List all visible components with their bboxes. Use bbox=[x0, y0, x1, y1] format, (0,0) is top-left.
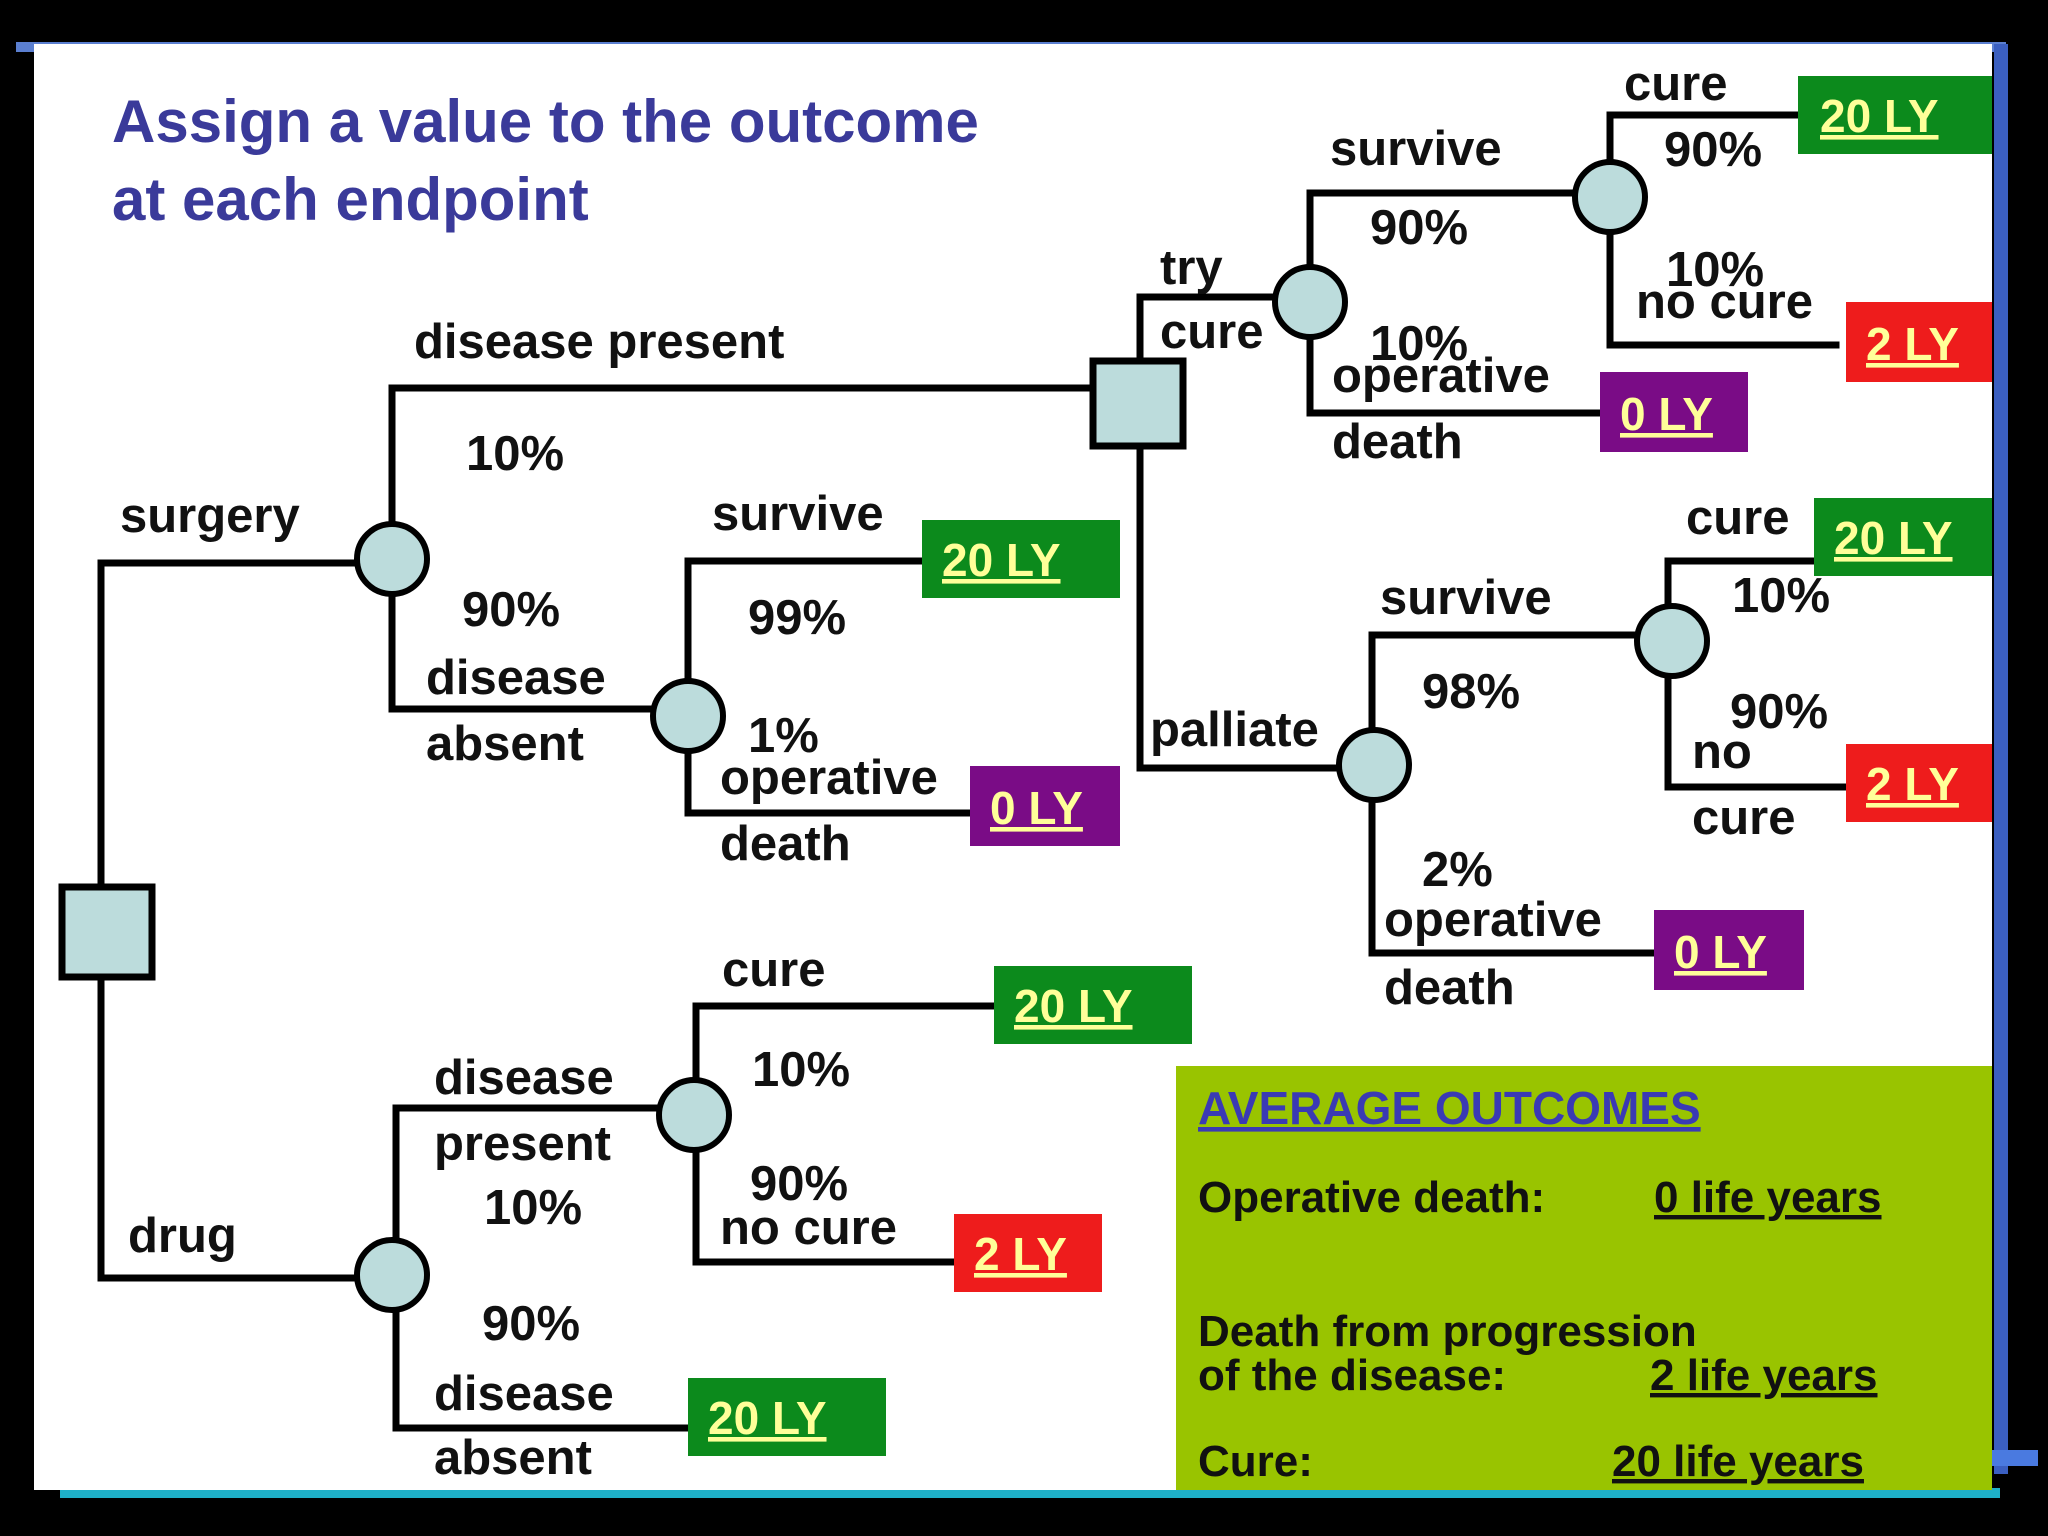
outcome-20ly-text: 20 LY bbox=[942, 534, 1061, 586]
outcome-0ly-text: 0 LY bbox=[990, 782, 1083, 834]
label-disease-present-drug-2: present bbox=[434, 1117, 611, 1171]
label-disease-present: disease present bbox=[414, 315, 784, 369]
root-decision-node[interactable] bbox=[58, 883, 156, 981]
label-prob-99: 99% bbox=[748, 591, 846, 645]
chance-node-cure-survive[interactable] bbox=[1572, 159, 1648, 235]
label-survive-cure: survive bbox=[1330, 122, 1502, 176]
average-outcomes-panel: AVERAGE OUTCOMES Operative death: 0 life… bbox=[1176, 1066, 1992, 1490]
label-disease-absent-1: disease bbox=[426, 651, 606, 705]
label-prob-90-cure: 90% bbox=[1664, 123, 1762, 177]
label-disease-present-drug-1: disease bbox=[434, 1051, 614, 1105]
label-cure-drug: cure bbox=[722, 943, 826, 997]
slide-bottom-accent bbox=[60, 1488, 2000, 1498]
outcome-cure-try[interactable]: 20 LY bbox=[1798, 76, 1992, 154]
outcome-absent-drug[interactable]: 20 LY bbox=[688, 1378, 886, 1456]
label-surgery: surgery bbox=[120, 489, 300, 543]
label-survive-surgery: survive bbox=[712, 487, 884, 541]
label-disease-absent-drug-2: absent bbox=[434, 1431, 592, 1485]
outcome-20ly-text: 20 LY bbox=[708, 1392, 827, 1444]
outcome-cure-drug[interactable]: 20 LY bbox=[994, 966, 1192, 1044]
outcome-0ly-text: 0 LY bbox=[1620, 388, 1713, 440]
slide-right-accent bbox=[1994, 44, 2008, 1474]
summary-operative-label: Operative death: bbox=[1198, 1173, 1545, 1222]
chance-node-palliate[interactable] bbox=[1336, 727, 1412, 803]
slide-title-line-2: at each endpoint bbox=[112, 166, 589, 233]
chance-node-drug-disease-present[interactable] bbox=[656, 1077, 732, 1153]
outcome-opdeath-try[interactable]: 0 LY bbox=[1600, 372, 1748, 452]
label-no-cure-drug: no cure bbox=[720, 1201, 897, 1255]
label-prob-10-cure-drug: 10% bbox=[752, 1043, 850, 1097]
chance-nodes bbox=[354, 159, 1710, 1313]
label-prob-10-drug: 10% bbox=[484, 1181, 582, 1235]
outcome-2ly-text: 2 LY bbox=[1866, 758, 1959, 810]
label-prob-90-survive: 90% bbox=[1370, 201, 1468, 255]
label-prob-1: 1% bbox=[748, 709, 819, 763]
chance-node-drug[interactable] bbox=[354, 1237, 430, 1313]
label-no-palliate: no bbox=[1692, 725, 1752, 779]
label-palliate: palliate bbox=[1150, 703, 1319, 757]
outcome-0ly-text: 0 LY bbox=[1674, 926, 1767, 978]
summary-progression-value: 2 life years bbox=[1650, 1351, 1878, 1400]
label-death-surgery: death bbox=[720, 817, 851, 871]
outcome-2ly-text: 2 LY bbox=[1866, 318, 1959, 370]
label-prob-10-opdeath: 10% bbox=[1370, 317, 1468, 371]
chance-node-try-cure[interactable] bbox=[1272, 264, 1348, 340]
slide-right-tab bbox=[1990, 1450, 2038, 1466]
outcome-survive-surgery[interactable]: 20 LY bbox=[922, 520, 1120, 598]
label-cure-palliate-2: cure bbox=[1692, 791, 1796, 845]
outcome-cure-palliate[interactable]: 20 LY bbox=[1814, 498, 1992, 576]
summary-cure-label: Cure: bbox=[1198, 1437, 1313, 1486]
summary-progression-label-2: of the disease: bbox=[1198, 1351, 1506, 1400]
label-prob-2: 2% bbox=[1422, 843, 1493, 897]
outcome-boxes: 20 LY 2 LY 0 LY 20 LY 0 LY 20 LY 2 LY 0 bbox=[688, 76, 1992, 1456]
slide-title-line-1: Assign a value to the outcome bbox=[112, 88, 979, 155]
label-prob-10-nocure: 10% bbox=[1666, 243, 1764, 297]
label-operative-surgery: operative bbox=[720, 751, 938, 805]
label-prob-10-cure-palliate: 10% bbox=[1732, 569, 1830, 623]
label-prob-90-absent: 90% bbox=[462, 583, 560, 637]
summary-operative-value: 0 life years bbox=[1654, 1173, 1882, 1222]
label-prob-90-nocure-drug: 90% bbox=[750, 1157, 848, 1211]
label-operative-palliate: operative bbox=[1384, 893, 1602, 947]
label-disease-absent-drug-1: disease bbox=[434, 1367, 614, 1421]
summary-progression-label-1: Death from progression bbox=[1198, 1307, 1697, 1356]
label-prob-98: 98% bbox=[1422, 665, 1520, 719]
label-no-cure-top: no cure bbox=[1636, 275, 1813, 329]
label-prob-90-nocure-palliate: 90% bbox=[1730, 685, 1828, 739]
label-try-cure: cure bbox=[1160, 305, 1264, 359]
outcome-20ly-text: 20 LY bbox=[1014, 980, 1133, 1032]
label-cure-top: cure bbox=[1624, 57, 1728, 111]
outcome-opdeath-palliate[interactable]: 0 LY bbox=[1654, 910, 1804, 990]
outcome-2ly-text: 2 LY bbox=[974, 1228, 1067, 1280]
label-drug: drug bbox=[128, 1209, 237, 1263]
outcome-nocure-palliate[interactable]: 2 LY bbox=[1846, 744, 1992, 822]
outcome-nocure-drug[interactable]: 2 LY bbox=[954, 1214, 1102, 1292]
summary-cure-value: 20 life years bbox=[1612, 1437, 1864, 1486]
chance-node-disease-absent[interactable] bbox=[650, 678, 726, 754]
label-death-cure: death bbox=[1332, 415, 1463, 469]
label-try: try bbox=[1160, 241, 1223, 295]
label-disease-absent-2: absent bbox=[426, 717, 584, 771]
branch-labels: surgery drug disease present 10% 90% dis… bbox=[120, 57, 1830, 1485]
outcome-20ly-text: 20 LY bbox=[1834, 512, 1953, 564]
label-death-palliate: death bbox=[1384, 961, 1515, 1015]
summary-heading: AVERAGE OUTCOMES bbox=[1198, 1082, 1701, 1134]
label-survive-palliate: survive bbox=[1380, 571, 1552, 625]
label-operative-cure: operative bbox=[1332, 349, 1550, 403]
outcome-nocure-try[interactable]: 2 LY bbox=[1846, 302, 1992, 382]
treatment-decision-node[interactable] bbox=[1089, 357, 1187, 450]
label-prob-10-disease: 10% bbox=[466, 427, 564, 481]
outcome-20ly-text: 20 LY bbox=[1820, 90, 1939, 142]
label-cure-palliate: cure bbox=[1686, 491, 1790, 545]
label-prob-90-drug: 90% bbox=[482, 1297, 580, 1351]
chance-node-surgery[interactable] bbox=[354, 521, 430, 597]
outcome-opdeath-surgery[interactable]: 0 LY bbox=[970, 766, 1120, 846]
chance-node-palliate-survive[interactable] bbox=[1634, 603, 1710, 679]
